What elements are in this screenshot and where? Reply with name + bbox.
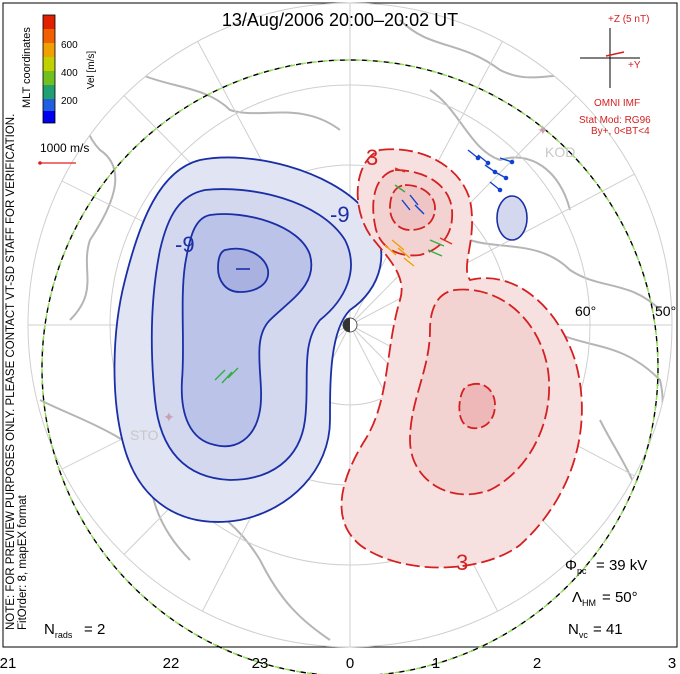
contour-label: -9: [175, 232, 195, 257]
contour-label: 3: [366, 145, 378, 170]
station-label: STO: [130, 427, 159, 443]
mlt-tick: 2: [533, 655, 541, 672]
colorbar-tick: 600: [61, 40, 78, 51]
lat-label: 60°: [575, 303, 596, 319]
lat-label: 50°: [655, 303, 676, 319]
n-rads-symbol: Nrads: [44, 621, 73, 640]
imf-y-label: +Y: [628, 60, 641, 71]
colorbar: 600 400 200 Vel [m/s]: [42, 14, 97, 124]
station-marker: ✦: [537, 122, 549, 138]
station-label: KOD: [545, 144, 575, 160]
phi-pc-value: = 39 kV: [596, 557, 647, 574]
colorbar-tick: 400: [61, 68, 78, 79]
imf-model: Stat Mod: RG96: [579, 115, 651, 126]
n-vc-value: = 41: [593, 621, 623, 638]
colorbar-swatch: [43, 71, 55, 85]
imf-clock: +Z (5 nT) +Y OMNI IMF Stat Mod: RG96 By+…: [579, 14, 651, 137]
imf-condition: By+, 0<BT<4: [591, 126, 650, 137]
colorbar-swatch: [43, 15, 55, 29]
lambda-hm-value: = 50°: [602, 589, 638, 606]
lambda-hm-symbol: ΛHM: [572, 589, 596, 608]
negative-cell: [113, 156, 383, 523]
velocity-vectors: [214, 149, 515, 384]
mlt-tick: 0: [346, 655, 354, 672]
colorbar-swatch: [43, 111, 55, 123]
imf-z-label: +Z (5 nT): [608, 14, 649, 25]
colorbar-tick: 200: [61, 96, 78, 107]
n-vc-symbol: Nvc: [568, 621, 588, 640]
mlt-tick: 1: [432, 655, 440, 672]
coords-label: MLT coordinates: [21, 27, 33, 108]
preview-note: NOTE: FOR PREVIEW PURPOSES ONLY. PLEASE …: [5, 114, 17, 630]
phi-pc-symbol: Φpc: [565, 557, 587, 576]
mlt-tick: 23: [252, 655, 269, 672]
mlt-tick: 21: [0, 655, 16, 672]
imf-source: OMNI IMF: [594, 98, 640, 109]
scale-label: 1000 m/s: [40, 141, 89, 155]
lambda-hm-number: 50°: [615, 589, 638, 606]
mlt-tick: 22: [163, 655, 180, 672]
contour-label: 3: [456, 550, 468, 575]
n-rads-number: 2: [97, 621, 105, 638]
plot-title: 13/Aug/2006 20:00–20:02 UT: [222, 10, 458, 30]
colorbar-swatch: [43, 99, 55, 111]
contour-label: -9: [330, 202, 350, 227]
n-rads-value: = 2: [84, 621, 105, 638]
colorbar-label: Vel [m/s]: [86, 51, 97, 90]
mlt-tick: 3: [668, 655, 676, 672]
colorbar-swatch: [43, 57, 55, 71]
secondary-negative-cell: [496, 195, 528, 241]
colorbar-swatch: [43, 43, 55, 57]
colorbar-swatch: [43, 85, 55, 99]
colorbar-swatch: [43, 29, 55, 43]
station-marker: ✦: [163, 409, 175, 425]
fitorder-note: FitOrder: 8, mapEX format: [17, 494, 29, 630]
n-vc-number: 41: [606, 621, 623, 638]
phi-pc-number: 39 kV: [609, 557, 647, 574]
positive-cell: [340, 148, 583, 569]
